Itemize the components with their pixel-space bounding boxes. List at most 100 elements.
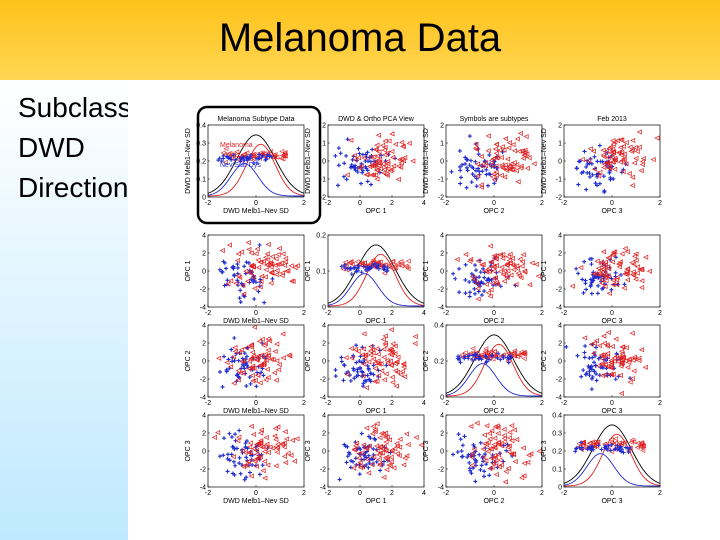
scatter-point-red bbox=[274, 358, 280, 364]
scatter-point-red bbox=[599, 356, 605, 362]
scatter-point-red bbox=[585, 158, 592, 164]
y-tick-label: -4 bbox=[438, 485, 444, 492]
scatter-point-red bbox=[271, 370, 277, 376]
scatter-point-red bbox=[350, 465, 357, 471]
scatter-point-red bbox=[579, 156, 585, 163]
scatter-point-red bbox=[367, 163, 373, 170]
scatter-point-red bbox=[616, 261, 623, 267]
scatter-point-red bbox=[511, 263, 517, 269]
scatter-point-blue bbox=[576, 182, 581, 187]
y-tick-label: -2 bbox=[200, 287, 206, 294]
scatter-point-red bbox=[376, 456, 382, 463]
x-tick-label: -2 bbox=[561, 400, 567, 407]
scatter-point-blue bbox=[357, 151, 362, 156]
scatter-point-blue bbox=[453, 276, 458, 281]
y-tick-label: 0.4 bbox=[196, 123, 206, 130]
scatter-point-red bbox=[623, 269, 629, 275]
scatter-point-red bbox=[382, 333, 388, 339]
jitter-point-blue bbox=[596, 443, 601, 448]
scatter-point-red bbox=[485, 290, 491, 296]
scatter-point-blue bbox=[345, 137, 350, 142]
scatter-point-blue bbox=[581, 290, 586, 295]
scatter-point-red bbox=[262, 274, 268, 280]
scatter-point-red bbox=[249, 365, 255, 371]
x-tick-label: 2 bbox=[390, 490, 394, 497]
scatter-point-blue bbox=[574, 266, 579, 271]
scatter-point-red bbox=[578, 264, 584, 271]
density-curve-overall bbox=[207, 134, 305, 194]
x-tick-label: 4 bbox=[422, 400, 426, 407]
scatter-point-red bbox=[256, 338, 262, 344]
jitter-point-red bbox=[396, 262, 402, 268]
scatter-point-red bbox=[382, 152, 388, 158]
y-tick-label: -4 bbox=[200, 305, 206, 312]
scatter-point-blue bbox=[594, 172, 599, 177]
jitter-point-red bbox=[381, 270, 387, 276]
scatter-point-red bbox=[268, 280, 274, 286]
jitter-point-red bbox=[640, 443, 646, 449]
scatter-point-blue bbox=[237, 461, 242, 466]
jitter-point-red bbox=[640, 448, 646, 454]
scatter-point-red bbox=[344, 172, 350, 178]
scatter-point-red bbox=[524, 151, 530, 157]
y-tick-label: 2 bbox=[202, 251, 206, 258]
scatter-point-red bbox=[261, 458, 268, 464]
scatter-point-red bbox=[371, 454, 377, 460]
jitter-point-blue bbox=[238, 156, 243, 161]
scatter-point-blue bbox=[481, 281, 486, 286]
scatter-point-red bbox=[502, 136, 509, 142]
scatter-point-red bbox=[618, 137, 624, 143]
scatter-point-red bbox=[273, 256, 279, 262]
scatter-point-blue bbox=[464, 157, 469, 162]
scatter-point-red bbox=[247, 449, 253, 456]
scatter-point-red bbox=[376, 163, 382, 169]
scatter-point-red bbox=[399, 368, 405, 374]
scatter-point-red bbox=[494, 155, 500, 161]
scatter-point-blue bbox=[371, 446, 376, 451]
bullet-dwd: DWD bbox=[18, 132, 85, 163]
scatter-point-red bbox=[239, 448, 245, 454]
scatter-point-blue bbox=[224, 369, 229, 374]
scatter-point-red bbox=[491, 452, 497, 459]
scatter-point-blue bbox=[595, 291, 600, 296]
x-axis-label: DWD Melb1–Nev SD bbox=[223, 408, 289, 415]
x-tick-label: 2 bbox=[390, 400, 394, 407]
scatter-point-red bbox=[509, 255, 515, 261]
scatter-point-red bbox=[623, 345, 629, 351]
jitter-point-red bbox=[399, 263, 405, 269]
scatter-point-red bbox=[247, 440, 253, 446]
x-axis-label: OPC 1 bbox=[365, 498, 386, 505]
jitter-point-red bbox=[370, 257, 376, 263]
scatter-point-blue bbox=[371, 363, 376, 368]
scatter-point-blue bbox=[478, 440, 483, 445]
y-tick-label: 0.2 bbox=[196, 159, 206, 166]
scatter-point-red bbox=[475, 296, 481, 302]
side-panel bbox=[0, 80, 128, 540]
scatter-point-red bbox=[607, 144, 613, 150]
y-tick-label: 0.1 bbox=[552, 467, 562, 474]
scatter-point-red bbox=[267, 261, 273, 267]
scatter-point-blue bbox=[232, 336, 237, 341]
scatter-point-red bbox=[258, 427, 264, 433]
scatter-point-red bbox=[610, 149, 617, 155]
jitter-point-red bbox=[280, 156, 286, 162]
x-tick-label: -2 bbox=[443, 490, 449, 497]
scatter-point-red bbox=[599, 360, 605, 367]
scatter-point-red bbox=[245, 459, 251, 465]
y-tick-label: 1 bbox=[322, 141, 326, 148]
scatter-point-red bbox=[344, 371, 350, 377]
scatter-point-red bbox=[612, 157, 618, 163]
scatter-point-blue bbox=[596, 283, 601, 288]
scatter-point-red bbox=[618, 360, 624, 366]
scatter-point-red bbox=[591, 166, 598, 172]
y-axis-label: OPC 1 bbox=[185, 260, 192, 281]
scatter-point-red bbox=[514, 162, 520, 168]
y-tick-label: 4 bbox=[440, 233, 444, 240]
x-axis-label: OPC 3 bbox=[601, 208, 622, 215]
scatter-point-red bbox=[595, 265, 602, 271]
scatter-point-red bbox=[634, 270, 640, 276]
scatter-point-blue bbox=[611, 176, 616, 181]
y-tick-label: 0 bbox=[202, 449, 206, 456]
jitter-point-blue bbox=[371, 262, 376, 267]
